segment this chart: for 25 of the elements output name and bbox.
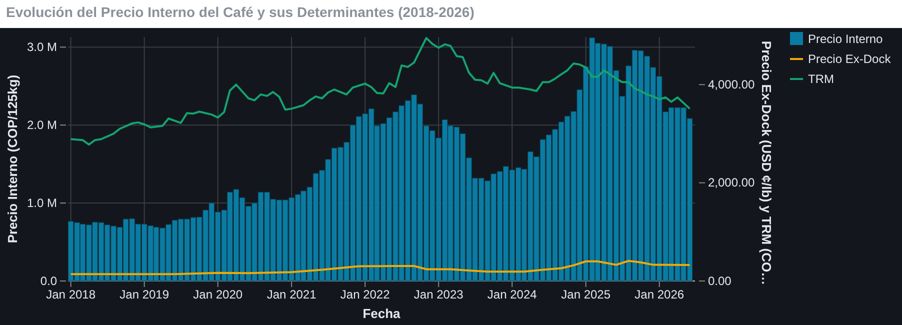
- x-tick-label: Jan 2021: [266, 288, 317, 302]
- y2-axis-title: Precio Ex-Dock (USD ¢/lb) y TRM (CO…: [759, 40, 774, 286]
- x-tick-label: Jan 2025: [561, 288, 611, 302]
- y-tick-label: 2.0 M: [26, 118, 57, 132]
- line-series: [70, 36, 691, 146]
- x-tick-label: Jan 2019: [120, 288, 170, 302]
- x-axis-title: Fecha: [362, 306, 402, 321]
- y-tick-label: 1.0 M: [26, 196, 57, 210]
- y-tick-label: 0.0: [40, 274, 58, 288]
- chart-title: Evolución del Precio Interno del Café y sus Determinantes (2018-2026): [6, 4, 474, 20]
- x-tick-label: Jan 2022: [340, 288, 390, 302]
- legend-label: Precio Interno: [808, 32, 884, 46]
- x-tick-label: Jan 2018: [46, 288, 96, 302]
- x-tick-label: Jan 2023: [414, 288, 464, 302]
- legend-label: Precio Ex-Dock: [808, 52, 892, 66]
- legend-label: TRM: [808, 72, 834, 86]
- x-tick-label: Jan 2026: [634, 288, 684, 302]
- x-tick-label: Jan 2020: [193, 288, 243, 302]
- y2-tick-label: 2,000.00: [708, 176, 756, 190]
- y-tick-label: 3.0 M: [26, 40, 57, 54]
- y-axis-title: Precio Interno (COP/125kg): [5, 74, 20, 244]
- line-series: [70, 260, 691, 276]
- x-tick-label: Jan 2024: [487, 288, 538, 302]
- y2-tick-label: 4,000.00: [708, 77, 756, 92]
- y2-tick-label: 0.00: [708, 274, 732, 288]
